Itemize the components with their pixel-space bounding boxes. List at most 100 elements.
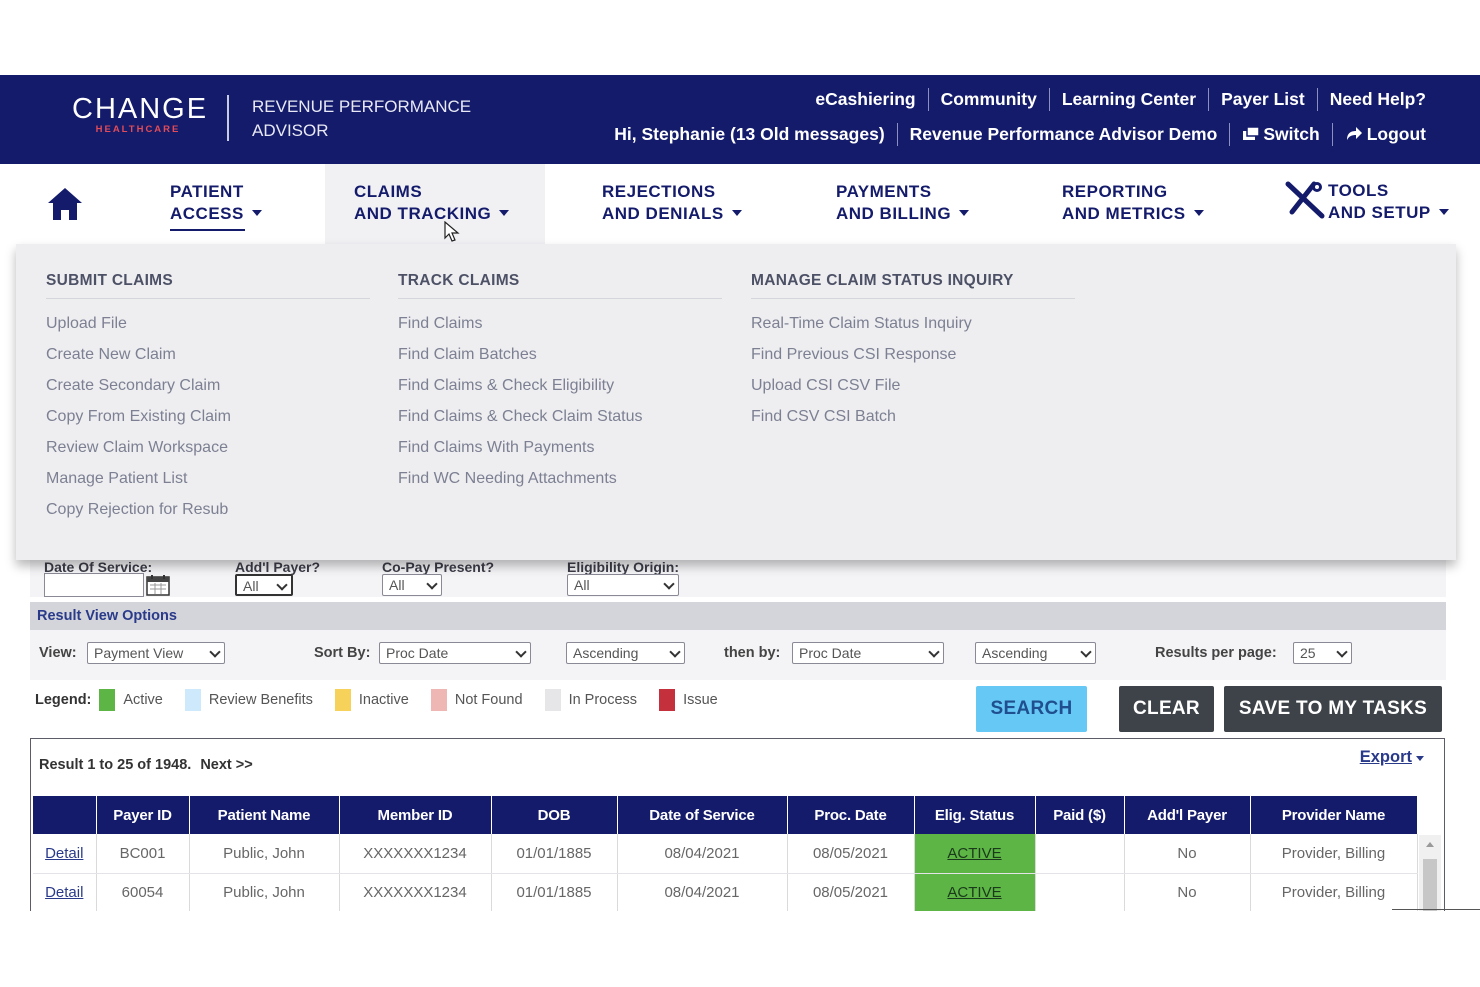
column-header-provider-name[interactable]: Provider Name	[1250, 796, 1418, 834]
tools-wrench-icon	[1285, 181, 1325, 219]
menu-item-find-wc-needing-attachments[interactable]: Find WC Needing Attachments	[398, 470, 617, 487]
nav-label-line1: REPORTING	[1062, 182, 1168, 201]
chevron-down-icon	[1080, 646, 1092, 658]
date-of-service-input[interactable]	[44, 573, 144, 597]
nav-label-text: AND TRACKING	[354, 204, 492, 223]
column-header-addl-payer[interactable]: Add'l Payer	[1124, 796, 1251, 834]
column-header-member-id[interactable]: Member ID	[339, 796, 492, 834]
table-scrollbar[interactable]	[1419, 835, 1441, 911]
org-name[interactable]: Revenue Performance Advisor Demo	[909, 124, 1218, 144]
menu-item-review-claim-workspace[interactable]: Review Claim Workspace	[46, 439, 228, 456]
separator	[896, 123, 898, 146]
view-select[interactable]: Payment View	[87, 642, 225, 664]
link-need-help[interactable]: Need Help?	[1329, 89, 1426, 109]
caret-down-icon	[1193, 210, 1204, 216]
link-community[interactable]: Community	[940, 89, 1037, 109]
nav-label-line2: AND BILLING	[836, 203, 970, 225]
menu-item-find-claims-with-payments[interactable]: Find Claims With Payments	[398, 439, 595, 456]
eligibility-origin-select[interactable]: All	[567, 574, 679, 596]
nav-label-line1: PAYMENTS	[836, 182, 932, 201]
column-header-proc-date[interactable]: Proc. Date	[787, 796, 915, 834]
calendar-icon[interactable]	[146, 574, 170, 596]
menu-item-upload-csi-csv-file[interactable]: Upload CSI CSV File	[751, 377, 901, 394]
clear-button[interactable]: CLEAR	[1119, 686, 1214, 732]
menu-item-create-new-claim[interactable]: Create New Claim	[46, 346, 176, 363]
menu-item-find-claims-check-eligibility[interactable]: Find Claims & Check Eligibility	[398, 377, 615, 394]
user-greeting[interactable]: Hi, Stephanie (13 Old messages)	[614, 124, 885, 144]
search-button[interactable]: SEARCH	[976, 686, 1087, 732]
chevron-down-icon	[928, 646, 940, 658]
addl-payer-select[interactable]: All	[235, 574, 293, 596]
app-frame: CHANGE HEALTHCARE REVENUE PERFORMANCE AD…	[0, 75, 1480, 911]
view-label: View:	[39, 645, 77, 661]
nav-label-text: ACCESS	[170, 204, 244, 223]
logout-label: Logout	[1366, 124, 1426, 144]
elig-status-link[interactable]: ACTIVE	[914, 873, 1036, 911]
nav-rejections-and-denials[interactable]: REJECTIONS AND DENIALS	[602, 181, 742, 225]
results-per-page-select[interactable]: 25	[1293, 642, 1352, 664]
nav-label-text: AND METRICS	[1062, 204, 1186, 223]
menu-item-find-csv-csi-batch[interactable]: Find CSV CSI Batch	[751, 408, 896, 425]
nav-patient-access[interactable]: PATIENT ACCESS	[170, 181, 262, 225]
menu-item-create-secondary-claim[interactable]: Create Secondary Claim	[46, 377, 221, 394]
nav-tools-and-setup[interactable]: TOOLS AND SETUP	[1328, 180, 1449, 224]
scroll-up-icon[interactable]	[1426, 842, 1434, 847]
column-header-patient-name[interactable]: Patient Name	[189, 796, 340, 834]
menu-item-real-time-claim-status-inquiry[interactable]: Real-Time Claim Status Inquiry	[751, 315, 972, 332]
menu-item-copy-from-existing-claim[interactable]: Copy From Existing Claim	[46, 408, 231, 425]
member-id-cell: XXXXXXX1234	[339, 873, 492, 911]
column-header-elig-status[interactable]: Elig. Status	[914, 796, 1036, 834]
nav-label-line2: AND SETUP	[1328, 202, 1449, 224]
paid-cell	[1035, 834, 1125, 874]
elig-status-link[interactable]: ACTIVE	[914, 834, 1036, 874]
column-header-paid[interactable]: Paid ($)	[1035, 796, 1125, 834]
next-page-link[interactable]: Next >>	[200, 757, 253, 773]
menu-item-find-claims-check-claim-status[interactable]: Find Claims & Check Claim Status	[398, 408, 643, 425]
home-icon[interactable]	[46, 186, 84, 222]
save-to-my-tasks-button[interactable]: SAVE TO MY TASKS	[1224, 686, 1442, 732]
addl-payer-cell: No	[1124, 834, 1251, 874]
menu-item-find-claims[interactable]: Find Claims	[398, 315, 483, 332]
result-count-text: Result 1 to 25 of 1948.	[39, 757, 192, 773]
results-summary: Result 1 to 25 of 1948. Next >>	[39, 757, 253, 773]
export-dropdown[interactable]: Export	[1360, 748, 1424, 767]
detail-link[interactable]: Detail	[33, 873, 97, 911]
select-value: All	[389, 577, 405, 593]
switch-link[interactable]: Switch	[1230, 124, 1331, 145]
then-direction-select[interactable]: Ascending	[975, 642, 1096, 664]
menu-item-upload-file[interactable]: Upload File	[46, 315, 127, 332]
link-payer-list[interactable]: Payer List	[1221, 89, 1305, 109]
nav-label-text: AND SETUP	[1328, 203, 1431, 222]
menu-item-manage-patient-list[interactable]: Manage Patient List	[46, 470, 188, 487]
separator	[1331, 123, 1333, 146]
select-value: All	[243, 578, 259, 594]
nav-claims-and-tracking[interactable]: CLAIMS AND TRACKING	[354, 181, 510, 225]
payer-id-cell: BC001	[96, 834, 190, 874]
change-healthcare-logo[interactable]: CHANGE HEALTHCARE	[72, 93, 206, 135]
logout-link[interactable]: Logout	[1333, 124, 1426, 145]
chevron-down-icon	[515, 646, 527, 658]
nav-payments-and-billing[interactable]: PAYMENTS AND BILLING	[836, 181, 970, 225]
column-header-dob[interactable]: DOB	[491, 796, 618, 834]
sort-by-select[interactable]: Proc Date	[379, 642, 531, 664]
proc-date-cell: 08/05/2021	[787, 834, 915, 874]
menu-item-find-previous-csi-response[interactable]: Find Previous CSI Response	[751, 346, 957, 363]
menu-list: Real-Time Claim Status Inquiry Find Prev…	[751, 315, 1075, 439]
link-ecashiering[interactable]: eCashiering	[815, 89, 916, 109]
detail-link[interactable]: Detail	[33, 834, 97, 874]
logout-arrow-icon	[1346, 127, 1362, 140]
nav-reporting-and-metrics[interactable]: REPORTING AND METRICS	[1062, 181, 1204, 225]
select-value: Proc Date	[799, 645, 862, 661]
column-header-payer-id[interactable]: Payer ID	[96, 796, 190, 834]
table-row: Detail 60054 Public, John XXXXXXX1234 01…	[33, 873, 1418, 911]
sort-direction-select[interactable]: Ascending	[566, 642, 685, 664]
scrollbar-thumb[interactable]	[1423, 859, 1437, 911]
menu-item-find-claim-batches[interactable]: Find Claim Batches	[398, 346, 537, 363]
link-learning-center[interactable]: Learning Center	[1061, 89, 1197, 109]
column-header-date-of-service[interactable]: Date of Service	[617, 796, 788, 834]
then-by-select[interactable]: Proc Date	[792, 642, 944, 664]
legend-item-active: Active	[99, 689, 163, 711]
menu-heading: TRACK CLAIMS	[398, 272, 722, 299]
copay-select[interactable]: All	[382, 574, 442, 596]
menu-item-copy-rejection-for-resub[interactable]: Copy Rejection for Resub	[46, 501, 229, 518]
